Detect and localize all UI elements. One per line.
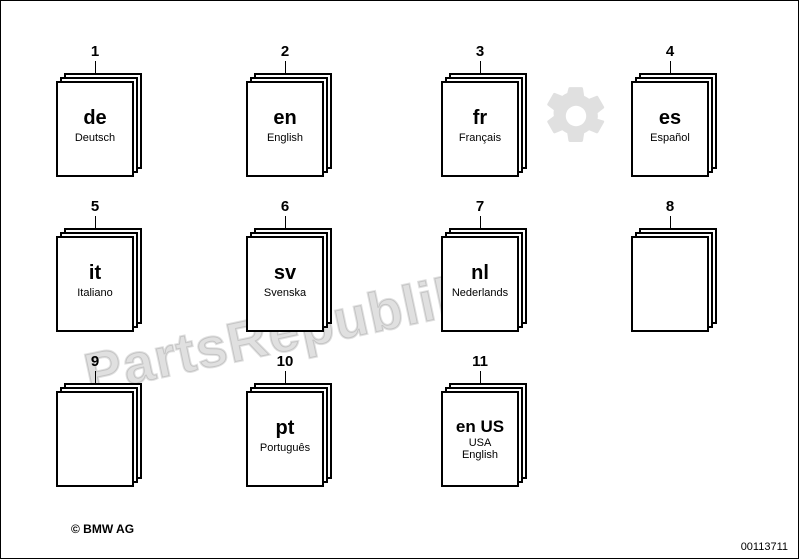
card-number: 8 <box>660 198 680 215</box>
card-number: 9 <box>85 353 105 370</box>
card-number: 5 <box>85 198 105 215</box>
lang-code: en US <box>443 417 517 437</box>
lang-name: English <box>248 132 322 144</box>
lang-name: Nederlands <box>443 287 517 299</box>
copyright-text: © BMW AG <box>71 522 134 536</box>
card-number: 6 <box>275 198 295 215</box>
lang-name: Français <box>443 132 517 144</box>
lang-code: es <box>633 107 707 130</box>
lang-name: Português <box>248 442 322 454</box>
card-number: 7 <box>470 198 490 215</box>
lang-name: USAEnglish <box>443 437 517 461</box>
lang-name: Español <box>633 132 707 144</box>
card-front: pt Português <box>246 391 324 487</box>
card-front: de Deutsch <box>56 81 134 177</box>
diagram-container: PartsRepublik 1deDeutsch2enEnglish3frFra… <box>1 1 798 558</box>
lang-name: Italiano <box>58 287 132 299</box>
document-id: 00113711 <box>739 540 790 554</box>
lang-code: en <box>248 107 322 130</box>
card-number: 10 <box>275 353 295 370</box>
lang-name: Svenska <box>248 287 322 299</box>
lang-name: Deutsch <box>58 132 132 144</box>
card-front <box>631 236 709 332</box>
lang-code: nl <box>443 262 517 285</box>
lang-code: it <box>58 262 132 285</box>
card-front <box>56 391 134 487</box>
card-number: 3 <box>470 43 490 60</box>
gear-icon <box>541 81 611 151</box>
diagram-frame: PartsRepublik 1deDeutsch2enEnglish3frFra… <box>0 0 799 559</box>
card-front: nl Nederlands <box>441 236 519 332</box>
card-front: es Español <box>631 81 709 177</box>
card-number: 11 <box>470 353 490 370</box>
card-front: en English <box>246 81 324 177</box>
lang-code: pt <box>248 417 322 440</box>
card-front: sv Svenska <box>246 236 324 332</box>
lang-code: sv <box>248 262 322 285</box>
card-number: 2 <box>275 43 295 60</box>
lang-code: fr <box>443 107 517 130</box>
card-front: it Italiano <box>56 236 134 332</box>
card-front: en USUSAEnglish <box>441 391 519 487</box>
card-number: 4 <box>660 43 680 60</box>
card-front: fr Français <box>441 81 519 177</box>
lang-code: de <box>58 107 132 130</box>
card-number: 1 <box>85 43 105 60</box>
